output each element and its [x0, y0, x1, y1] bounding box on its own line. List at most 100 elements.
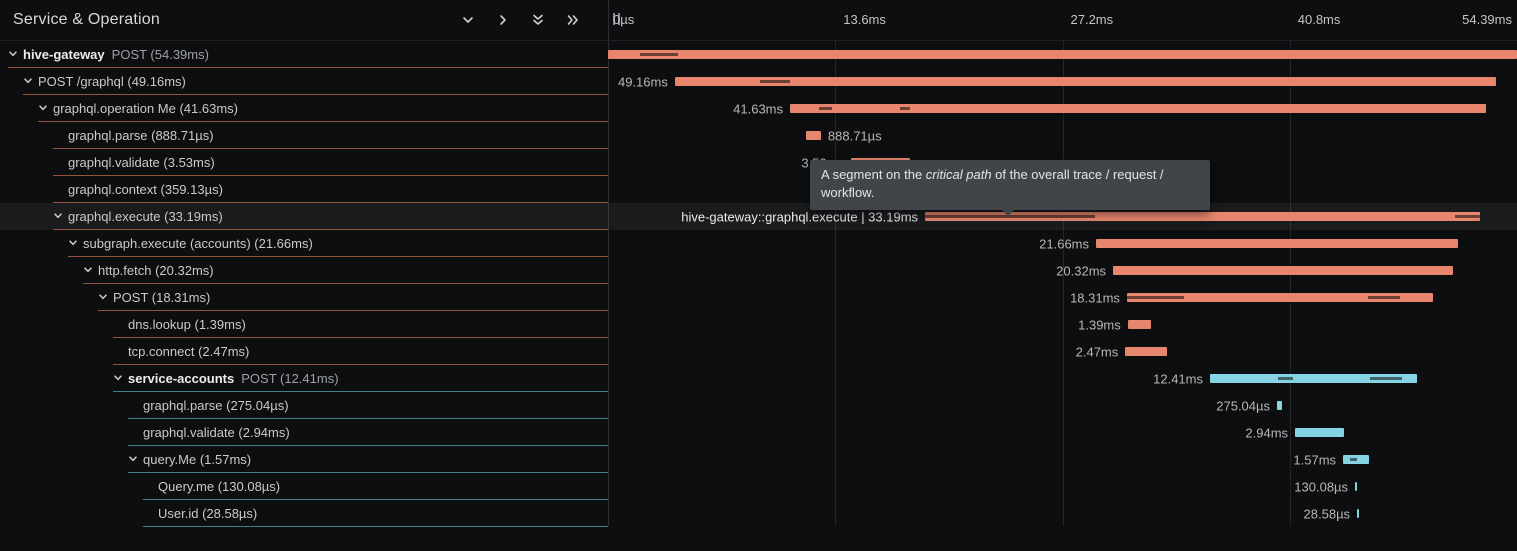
- span-label: User.id (28.58µs): [158, 505, 258, 521]
- critical-path-segment[interactable]: [639, 53, 679, 56]
- span-name-cell[interactable]: dns.lookup (1.39ms): [0, 311, 608, 338]
- span-bar[interactable]: [1113, 266, 1453, 275]
- service-name: hive-gateway: [23, 46, 105, 62]
- span-timeline-cell: 1.39ms: [608, 311, 1517, 338]
- critical-path-segment[interactable]: [1455, 215, 1481, 218]
- duration-label: 888.71µs: [827, 128, 882, 143]
- tooltip-text-pre: A segment on the: [821, 167, 926, 182]
- span-name-cell[interactable]: query.Me (1.57ms): [0, 446, 608, 473]
- duration-label: 21.66ms: [1039, 236, 1090, 251]
- span-row: graphql.validate (2.94ms) 2.94ms: [0, 419, 1517, 446]
- span-bar[interactable]: [1209, 374, 1418, 383]
- span-name-cell[interactable]: graphql.operation Me (41.63ms): [0, 95, 608, 122]
- span-row: dns.lookup (1.39ms) 1.39ms: [0, 311, 1517, 338]
- span-label: graphql.parse (888.71µs): [68, 127, 214, 143]
- double-chevron-down-icon[interactable]: [529, 11, 547, 29]
- time-tick-label: 13.6ms: [843, 12, 886, 27]
- critical-path-segment[interactable]: [1278, 377, 1294, 380]
- span-bar[interactable]: [806, 131, 821, 140]
- span-name-cell[interactable]: service-accounts POST (12.41ms): [0, 365, 608, 392]
- span-bar[interactable]: [1096, 239, 1458, 248]
- chevron-down-icon[interactable]: [38, 103, 53, 113]
- span-label: POST /graphql (49.16ms): [38, 73, 186, 89]
- service-operation-header: Service & Operation: [0, 0, 620, 40]
- span-bar[interactable]: [608, 50, 1517, 59]
- span-row: graphql.execute (33.19ms) hive-gateway::g…: [0, 203, 1517, 230]
- tooltip-text-post: of the overall trace / request / workflo…: [821, 167, 1164, 201]
- duration-label: 2.47ms: [1075, 344, 1119, 359]
- critical-path-segment[interactable]: [1126, 296, 1184, 299]
- span-name-cell[interactable]: tcp.connect (2.47ms): [0, 338, 608, 365]
- span-label: http.fetch (20.32ms): [98, 262, 214, 278]
- critical-path-segment[interactable]: [1370, 377, 1402, 380]
- span-name-cell[interactable]: POST /graphql (49.16ms): [0, 68, 608, 95]
- span-timeline-cell: 12.41ms: [608, 365, 1517, 392]
- time-tick-label: 0µs: [613, 12, 635, 27]
- span-name-cell[interactable]: hive-gateway POST (54.39ms): [0, 41, 608, 68]
- critical-path-segment[interactable]: [818, 107, 832, 110]
- chevron-down-icon[interactable]: [113, 373, 128, 383]
- span-name-cell[interactable]: subgraph.execute (accounts) (21.66ms): [0, 230, 608, 257]
- span-name-cell[interactable]: graphql.parse (888.71µs): [0, 122, 608, 149]
- service-operation-title: Service & Operation: [13, 11, 160, 28]
- span-bar[interactable]: [1127, 320, 1151, 329]
- span-row: service-accounts POST (12.41ms) 12.41ms: [0, 365, 1517, 392]
- panel-resize-handle[interactable]: [613, 13, 620, 25]
- span-timeline-cell: 130.08µs: [608, 473, 1517, 500]
- span-bar[interactable]: [1125, 347, 1167, 356]
- duration-label: 20.32ms: [1056, 263, 1107, 278]
- span-name-cell[interactable]: graphql.validate (2.94ms): [0, 419, 608, 446]
- critical-path-segment[interactable]: [1350, 458, 1357, 461]
- span-label: graphql.validate (3.53ms): [68, 154, 215, 170]
- duration-label: 18.31ms: [1070, 290, 1120, 305]
- span-bar[interactable]: [925, 212, 1481, 221]
- span-row: hive-gateway POST (54.39ms): [0, 41, 1517, 68]
- span-timeline-cell: 28.58µs: [608, 500, 1517, 527]
- span-row: query.Me (1.57ms) 1.57ms: [0, 446, 1517, 473]
- span-name-cell[interactable]: graphql.context (359.13µs): [0, 176, 608, 203]
- span-row: graphql.parse (275.04µs) 275.04µs: [0, 392, 1517, 419]
- chevron-down-icon[interactable]: [98, 292, 113, 302]
- tooltip-text-em: critical path: [925, 167, 992, 182]
- chevron-down-icon[interactable]: [23, 76, 38, 86]
- service-name: service-accounts: [128, 370, 235, 386]
- span-bar[interactable]: [1343, 455, 1370, 464]
- duration-label: 28.58µs: [1303, 506, 1351, 521]
- span-name-cell[interactable]: POST (18.31ms): [0, 284, 608, 311]
- span-bar[interactable]: [1295, 428, 1345, 437]
- chevron-down-icon[interactable]: [128, 454, 143, 464]
- span-name-cell[interactable]: graphql.execute (33.19ms): [0, 203, 608, 230]
- duration-label: 275.04µs: [1216, 398, 1271, 413]
- span-name-cell[interactable]: http.fetch (20.32ms): [0, 257, 608, 284]
- chevron-down-icon[interactable]: [8, 49, 23, 59]
- chevron-down-icon[interactable]: [459, 11, 477, 29]
- span-name-cell[interactable]: graphql.parse (275.04µs): [0, 392, 608, 419]
- duration-label: 2.94ms: [1245, 425, 1289, 440]
- critical-path-tooltip: A segment on the critical path of the ov…: [810, 160, 1210, 216]
- critical-path-segment[interactable]: [925, 215, 1096, 218]
- span-bar[interactable]: [1355, 482, 1358, 491]
- critical-path-segment[interactable]: [900, 107, 911, 110]
- chevron-down-icon[interactable]: [68, 238, 83, 248]
- double-chevron-right-icon[interactable]: [564, 11, 582, 29]
- span-label: POST (18.31ms): [113, 289, 211, 305]
- critical-path-segment[interactable]: [760, 80, 791, 83]
- span-bar[interactable]: [674, 77, 1497, 86]
- span-name-cell[interactable]: User.id (28.58µs): [0, 500, 608, 527]
- span-name-cell[interactable]: Query.me (130.08µs): [0, 473, 608, 500]
- critical-path-segment[interactable]: [1368, 296, 1401, 299]
- span-label: graphql.execute (33.19ms): [68, 208, 223, 224]
- span-bar[interactable]: [1126, 293, 1433, 302]
- span-bar[interactable]: [790, 104, 1486, 113]
- duration-label: hive-gateway::graphql.execute | 33.19ms: [681, 209, 919, 224]
- span-bar[interactable]: [1277, 401, 1282, 410]
- span-timeline-cell: 275.04µs: [608, 392, 1517, 419]
- chevron-right-icon[interactable]: [494, 11, 512, 29]
- duration-label: 12.41ms: [1153, 371, 1203, 386]
- span-label: graphql.validate (2.94ms): [143, 424, 290, 440]
- chevron-down-icon[interactable]: [53, 211, 68, 221]
- span-timeline-cell: 1.57ms: [608, 446, 1517, 473]
- span-bar[interactable]: [1357, 509, 1360, 518]
- span-name-cell[interactable]: graphql.validate (3.53ms): [0, 149, 608, 176]
- chevron-down-icon[interactable]: [83, 265, 98, 275]
